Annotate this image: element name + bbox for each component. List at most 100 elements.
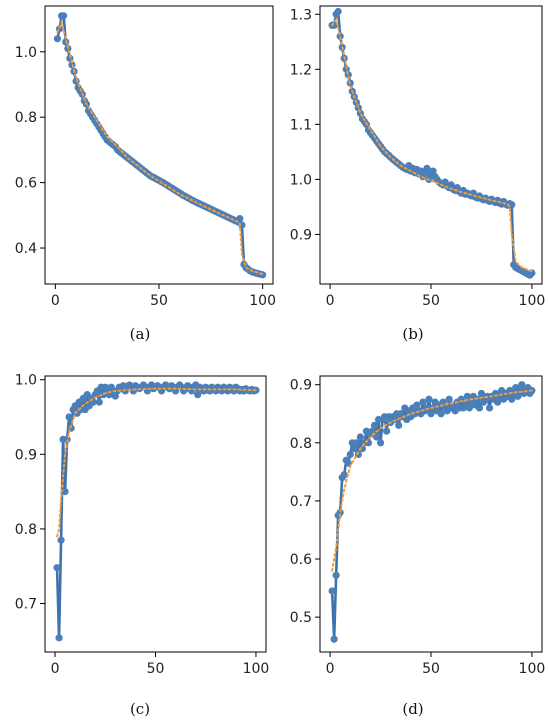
data-point [429,167,437,175]
data-point [95,398,103,406]
data-point [437,410,445,418]
y-tick-label: 0.5 [290,610,312,626]
data-point [352,439,360,447]
data-point [60,12,68,20]
data-point [465,404,473,412]
x-tick-label: 100 [519,661,546,677]
axes-frame [44,5,274,285]
data-point [445,395,453,403]
data-point [376,439,385,447]
data-point [395,421,403,429]
y-tick-label: 0.4 [15,241,37,257]
data-point [383,427,391,435]
y-tick-label: 0.9 [290,378,312,394]
data-point [330,635,338,643]
data-point [419,398,427,406]
series-line [55,383,257,640]
x-tick-label: 100 [249,293,276,309]
data-point [65,413,73,421]
data-point [477,389,486,398]
x-tick-label: 100 [243,661,270,677]
x-tick-label: 0 [51,661,60,677]
x-tick-label: 50 [147,661,165,677]
y-tick-label: 0.7 [15,597,37,613]
data-point [423,164,431,172]
trend-line [331,389,533,572]
data-point [346,450,354,459]
data-point [485,404,494,412]
data-point [358,445,366,453]
panel-caption: (a) [130,325,151,343]
data-point [334,7,342,16]
data-point [514,392,522,400]
panel-c: 0 50 100 0.7 0.8 0.9 1.0 (c) [15,373,270,718]
data-point [475,404,484,412]
y-tick-label: 1.3 [290,7,312,23]
data-point [423,404,431,412]
y-tick-label: 0.6 [290,552,312,568]
data-point [332,571,340,579]
data-point [328,587,336,595]
data-point [340,471,348,479]
y-tick-label: 0.8 [15,110,37,126]
data-point [413,401,421,409]
y-tick-label: 0.9 [15,447,37,463]
y-tick-label: 1.1 [290,117,312,133]
data-point [425,395,433,403]
x-tick-label: 50 [150,293,168,309]
data-point [344,71,352,79]
data-point [57,536,65,544]
data-point [463,392,471,400]
y-tick-label: 0.8 [15,522,37,538]
data-point [236,214,244,223]
data-point [372,433,381,441]
y-tick-label: 0.6 [15,176,37,192]
data-point [61,488,69,496]
data-point [336,32,344,40]
y-tick-label: 0.9 [290,227,312,243]
panel-caption: (c) [130,700,150,718]
y-tick-label: 1.2 [290,62,312,78]
data-point [72,77,80,85]
x-tick-label: 50 [422,661,440,677]
data-point [356,433,364,441]
data-point [518,381,526,389]
data-point [194,391,202,399]
x-tick-label: 0 [51,293,60,309]
trend-line [331,17,533,273]
y-tick-label: 0.8 [290,436,312,452]
data-point [55,634,63,642]
trend-line [56,387,257,538]
series-line [56,14,264,277]
data-point [350,445,358,453]
x-tick-label: 50 [422,293,440,309]
data-point [508,395,516,403]
series-line [332,10,533,277]
data-point [370,421,379,429]
data-point [259,271,267,279]
data-point [354,450,362,459]
panel-b: 0 50 100 0.9 1.0 1.1 1.2 1.3 (b) [290,5,546,343]
panel-d: 0 50 100 0.5 0.6 0.7 0.8 0.9 (d) [290,375,546,718]
trend-line [56,19,264,276]
panel-a: 0 50 100 0.4 0.6 0.8 1.0 (a) [15,5,276,343]
data-point [53,35,62,43]
data-point [427,410,435,418]
axes-frame [319,5,543,285]
data-point [494,398,502,406]
y-tick-label: 1.0 [15,373,37,389]
y-tick-label: 0.7 [290,494,312,510]
series-line [330,383,533,641]
data-point [53,564,61,572]
axes-frame [44,375,267,653]
x-tick-label: 0 [326,293,335,309]
panel-caption: (d) [402,700,423,718]
x-tick-label: 0 [326,661,335,677]
x-tick-label: 100 [519,293,546,309]
data-point [336,508,344,517]
data-point [439,398,447,406]
y-tick-label: 1.0 [290,172,312,188]
y-tick-label: 1.0 [15,45,37,61]
axes-frame [319,375,543,653]
